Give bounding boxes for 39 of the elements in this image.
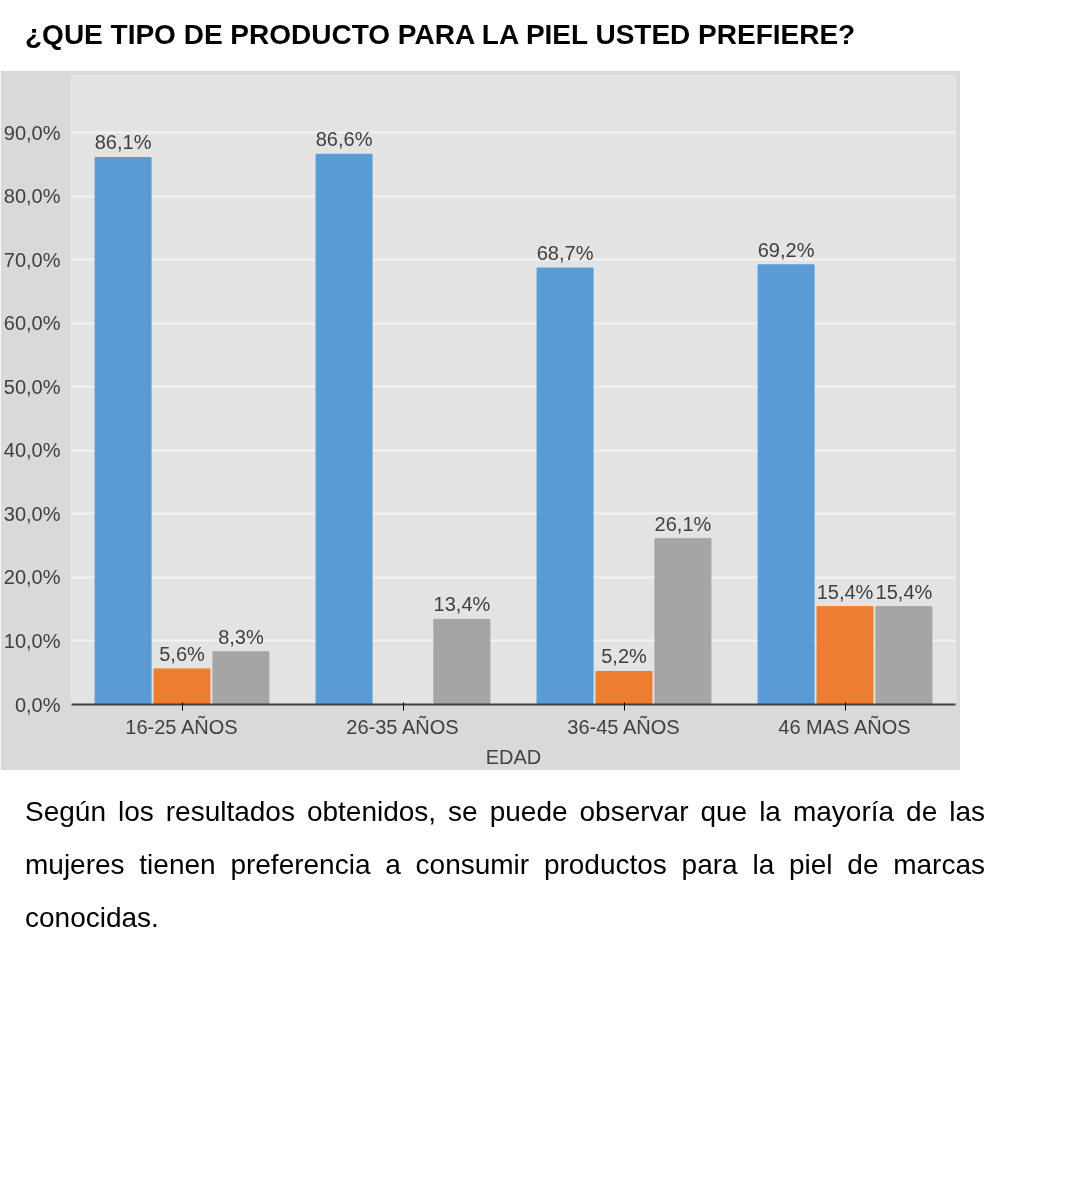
bar [536,267,594,705]
data-label: 69,2% [757,238,815,261]
x-tick-label: 46 MAS AÑOS [778,714,911,738]
y-tick-label: 70,0% [3,248,61,271]
x-tick-label: 36-45 AÑOS [567,714,680,738]
y-tick-label: 90,0% [3,121,61,144]
data-label: 15,4% [875,580,933,603]
x-tick-label: 26-35 AÑOS [346,714,459,738]
data-label: 26,1% [654,512,712,535]
text: Según los resultados obtenidos, se puede observar que la mayoría de las mujeres tienen preferencia a consumir productos para la piel de marcas conocidas. [25,795,985,936]
y-tick-label: 20,0% [3,566,61,589]
bar [757,264,815,705]
data-label: 86,1% [94,131,152,154]
data-label: 86,6% [315,128,373,151]
data-label: 13,4% [433,593,491,616]
bar [315,153,373,705]
y-tick-label: 0,0% [14,693,61,716]
bar [816,606,874,705]
bar [875,606,933,705]
x-tick-label: 16-25 AÑOS [125,714,238,738]
data-label: 5,2% [601,645,648,668]
chart-title: ¿QUE TIPO DE PRODUCTO PARA LA PIEL USTED PREFIERE? [25,18,856,52]
bar [654,538,712,705]
y-tick-label: 80,0% [3,185,61,208]
bar [94,156,152,705]
x-axis-title: EDAD [485,745,542,768]
bar [433,618,491,705]
data-label: 5,6% [159,642,206,665]
y-tick-label: 50,0% [3,375,61,398]
y-tick-label: 60,0% [3,312,61,335]
bar [595,670,653,705]
y-tick-label: 30,0% [3,502,61,525]
data-label: 68,7% [536,242,594,265]
bar [212,651,270,705]
data-label: 8,3% [218,625,264,648]
y-tick-label: 10,0% [3,629,61,652]
y-tick-label: 40,0% [3,439,61,462]
data-label: 15,4% [816,580,874,603]
bar [153,668,211,705]
